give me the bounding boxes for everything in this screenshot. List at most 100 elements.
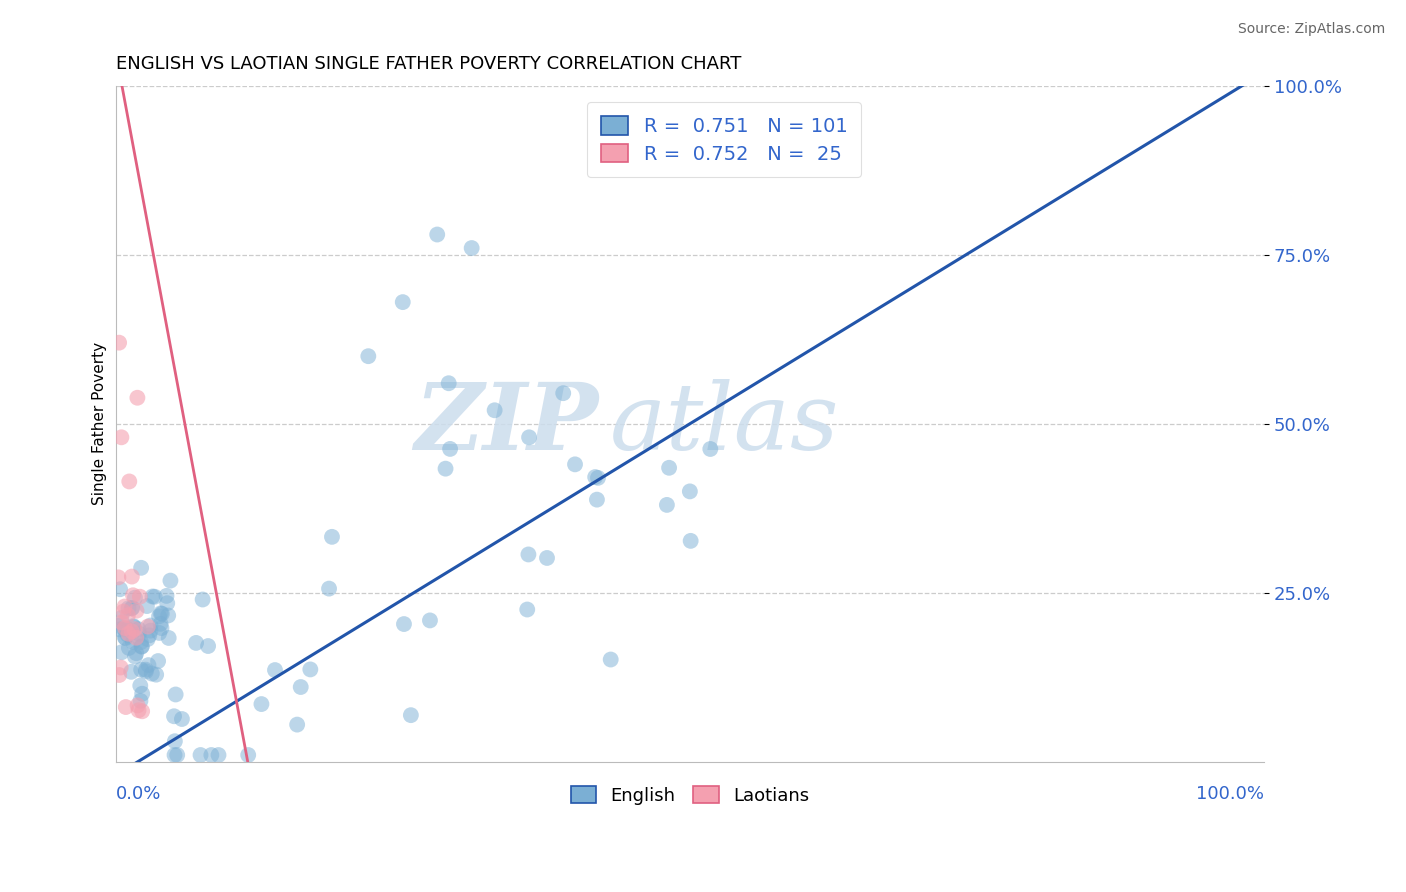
Point (484, 403, 506, 417)
Point (117, 626, 139, 640)
Point (141, 590, 163, 604)
Point (148, 609, 170, 624)
Point (121, 601, 143, 615)
Point (163, 734, 186, 748)
Point (135, 663, 157, 677)
Text: Source: ZipAtlas.com: Source: ZipAtlas.com (1237, 22, 1385, 37)
Text: ENGLISH VS LAOTIAN SINGLE FATHER POVERTY CORRELATION CHART: ENGLISH VS LAOTIAN SINGLE FATHER POVERTY… (115, 55, 741, 73)
Point (131, 640, 153, 654)
Point (112, 605, 135, 619)
Point (149, 607, 172, 621)
Point (392, 617, 415, 632)
Point (114, 621, 136, 635)
Point (108, 623, 131, 637)
Point (170, 712, 193, 726)
Point (399, 708, 422, 723)
Point (357, 349, 380, 363)
Point (439, 442, 461, 456)
Point (699, 442, 721, 456)
Point (110, 645, 132, 659)
Point (138, 658, 160, 673)
Point (145, 667, 167, 681)
Point (434, 461, 457, 475)
Point (127, 698, 149, 713)
Point (114, 700, 136, 714)
Point (128, 703, 150, 717)
Point (564, 458, 586, 472)
Point (127, 391, 149, 405)
Point (517, 430, 540, 444)
Point (121, 624, 143, 639)
Point (117, 601, 139, 615)
Point (135, 665, 157, 679)
Point (121, 569, 143, 583)
Point (191, 592, 214, 607)
Point (117, 622, 139, 636)
Point (200, 747, 222, 762)
Point (156, 596, 179, 610)
Point (166, 747, 188, 762)
Point (114, 631, 136, 645)
Point (157, 608, 180, 623)
Point (207, 747, 229, 762)
Point (516, 602, 538, 616)
Point (184, 636, 207, 650)
Point (136, 632, 159, 646)
Point (136, 619, 159, 633)
Point (553, 386, 575, 401)
Point (139, 624, 162, 638)
Point (108, 668, 131, 682)
Point (128, 626, 150, 640)
Point (131, 640, 153, 654)
Point (250, 697, 273, 711)
Legend: English, Laotians: English, Laotians (561, 777, 818, 814)
Point (128, 622, 150, 636)
Point (143, 590, 166, 604)
Text: 100.0%: 100.0% (1197, 785, 1264, 803)
Point (124, 649, 146, 664)
Point (114, 631, 136, 645)
Point (197, 639, 219, 653)
Point (460, 241, 482, 255)
Point (599, 652, 621, 666)
Point (159, 574, 181, 588)
Point (108, 582, 131, 597)
Point (163, 709, 186, 723)
Point (150, 607, 173, 621)
Point (318, 582, 340, 596)
Point (117, 608, 139, 623)
Point (299, 662, 322, 676)
Point (141, 666, 163, 681)
Point (586, 492, 609, 507)
Point (122, 620, 145, 634)
Point (124, 622, 146, 636)
Text: ZIP: ZIP (413, 379, 598, 469)
Point (655, 498, 678, 512)
Point (125, 631, 148, 645)
Point (107, 619, 129, 633)
Point (128, 590, 150, 604)
Point (118, 640, 141, 655)
Point (110, 611, 132, 625)
Point (110, 660, 132, 674)
Point (138, 628, 160, 642)
Point (321, 530, 343, 544)
Point (536, 551, 558, 566)
Point (131, 704, 153, 718)
Point (110, 430, 132, 444)
Point (290, 680, 312, 694)
Point (157, 631, 180, 645)
Point (125, 646, 148, 660)
Point (190, 747, 212, 762)
Point (426, 227, 449, 242)
Point (419, 614, 441, 628)
Point (583, 470, 606, 484)
Point (148, 626, 170, 640)
Text: atlas: atlas (609, 379, 839, 469)
Point (108, 335, 131, 350)
Point (679, 533, 702, 548)
Point (114, 599, 136, 614)
Point (165, 688, 187, 702)
Point (118, 475, 141, 489)
Point (163, 747, 186, 762)
